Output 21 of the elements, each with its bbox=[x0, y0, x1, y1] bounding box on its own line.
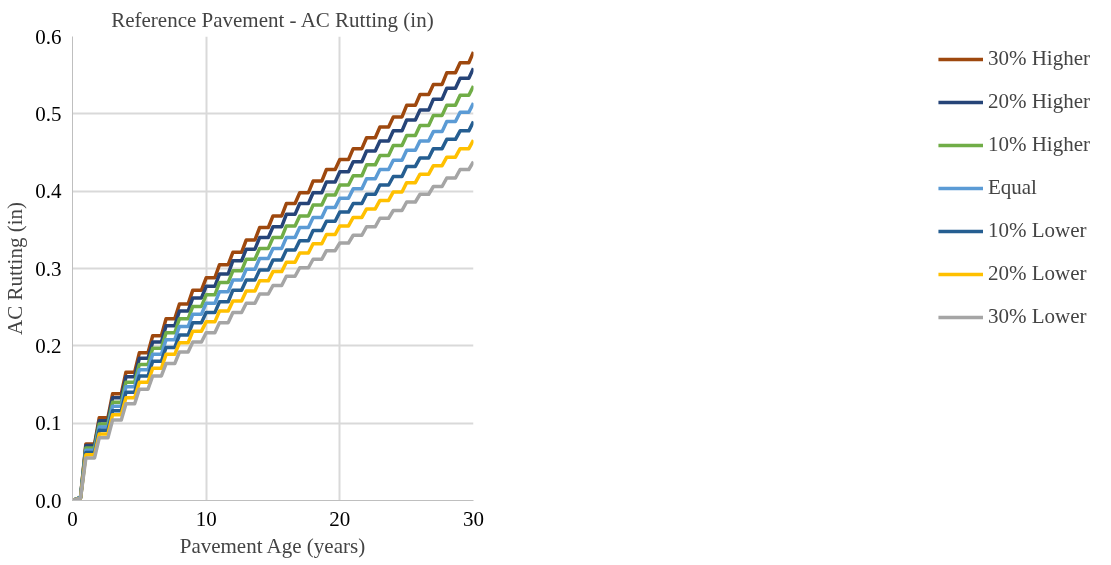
x-tick-label: 20 bbox=[329, 506, 351, 531]
legend-label: 20% Lower bbox=[987, 261, 1087, 286]
legend-label: 10% Higher bbox=[987, 132, 1090, 157]
y-tick-label: 0.2 bbox=[35, 333, 62, 358]
x-axis-title: Pavement Age (years) bbox=[179, 533, 366, 558]
x-tick-label: 10 bbox=[195, 506, 217, 531]
y-tick-label: 0.4 bbox=[35, 179, 62, 204]
y-tick-label: 0.0 bbox=[35, 488, 62, 513]
legend-label: 30% Lower bbox=[987, 304, 1087, 329]
chart-title: Reference Pavement - AC Rutting (in) bbox=[111, 7, 434, 32]
y-axis-title: AC Rutting (in) bbox=[3, 201, 28, 335]
legend-label: 30% Higher bbox=[987, 46, 1090, 71]
legend-label: 20% Higher bbox=[987, 89, 1090, 114]
x-tick-label: 30 bbox=[463, 506, 484, 531]
y-tick-label: 0.6 bbox=[35, 24, 62, 49]
y-tick-label: 0.1 bbox=[35, 411, 62, 436]
y-tick-label: 0.3 bbox=[35, 256, 62, 281]
legend-label: 10% Lower bbox=[987, 218, 1087, 243]
y-tick-label: 0.5 bbox=[35, 101, 62, 126]
legend-label: Equal bbox=[987, 175, 1037, 200]
x-tick-label: 0 bbox=[67, 506, 78, 531]
